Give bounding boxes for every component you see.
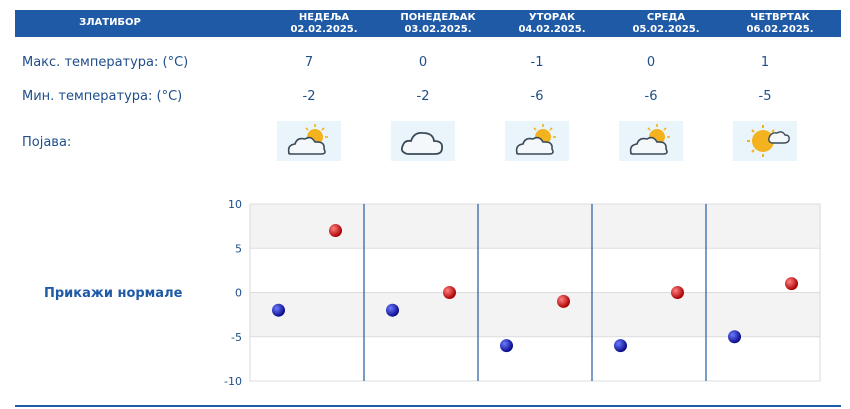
max-temp-value: 1	[760, 55, 770, 70]
min-temp-value: -5	[758, 89, 772, 104]
day-name: НЕДЕЉА	[298, 12, 350, 23]
day-name: ПОНЕДЕЉАК	[400, 12, 476, 23]
forecast-header: ЗЛАТИБОР НЕДЕЉА 02.02.2025. ПОНЕДЕЉАК 03…	[15, 10, 841, 37]
phenomenon-label: Појава:	[22, 135, 72, 150]
day-date: 02.02.2025.	[290, 24, 358, 35]
cloud-sun-icon	[505, 121, 569, 161]
day-header-0: НЕДЕЉА 02.02.2025.	[267, 12, 381, 36]
location-name: ЗЛАТИБОР	[79, 17, 141, 28]
max-temp-label: Макс. температура: (°C)	[22, 55, 189, 70]
min-temp-value: -2	[302, 89, 316, 104]
min-temp-value: -6	[644, 89, 658, 104]
min-temp-point	[728, 330, 741, 344]
max-temp-value: -1	[530, 55, 544, 70]
min-temp-point	[386, 303, 399, 317]
day-date: 06.02.2025.	[746, 24, 814, 35]
cloud-sun-icon	[277, 121, 341, 161]
max-temp-point	[329, 224, 342, 238]
plot-band	[250, 204, 820, 249]
max-temp-value: 7	[304, 55, 314, 70]
y-tick-label: -10	[224, 375, 242, 388]
cloud-icon	[391, 121, 455, 161]
day-date: 05.02.2025.	[632, 24, 700, 35]
temperature-chart: 10 5 0 -5 -10	[224, 198, 821, 388]
bottom-divider	[15, 405, 841, 407]
sun-cloud-icon	[733, 121, 797, 161]
plot-band	[250, 336, 820, 381]
y-tick-label: -5	[231, 331, 242, 344]
show-normals-link[interactable]: Прикажи нормале	[44, 286, 183, 301]
day-name: УТОРАК	[528, 12, 576, 23]
day-date: 03.02.2025.	[404, 24, 472, 35]
y-tick-label: 10	[228, 198, 242, 211]
min-temp-point	[272, 303, 285, 317]
min-temp-label: Мин. температура: (°C)	[22, 89, 183, 104]
y-tick-label: 5	[235, 242, 242, 255]
y-tick-label: 0	[235, 287, 242, 300]
day-date: 04.02.2025.	[518, 24, 586, 35]
max-temp-value: 0	[418, 55, 428, 70]
min-temp-point	[614, 339, 627, 353]
max-temp-point	[785, 277, 798, 291]
day-name: СРЕДА	[646, 12, 686, 23]
cloud-sun-icon	[619, 121, 683, 161]
max-temp-point	[443, 286, 456, 299]
day-name: ЧЕТВРТАК	[750, 12, 810, 23]
day-header-3: СРЕДА 05.02.2025.	[609, 12, 723, 36]
day-header-2: УТОРАК 04.02.2025.	[495, 12, 609, 36]
plot-band	[250, 248, 820, 293]
min-temp-point	[500, 339, 513, 353]
plot-band	[250, 292, 820, 337]
max-temp-point	[557, 294, 570, 308]
min-temp-value: -2	[416, 89, 430, 104]
min-temp-value: -6	[530, 89, 544, 104]
max-temp-point	[671, 286, 684, 299]
day-header-1: ПОНЕДЕЉАК 03.02.2025.	[381, 12, 495, 36]
day-header-4: ЧЕТВРТАК 06.02.2025.	[723, 12, 837, 36]
max-temp-value: 0	[646, 55, 656, 70]
